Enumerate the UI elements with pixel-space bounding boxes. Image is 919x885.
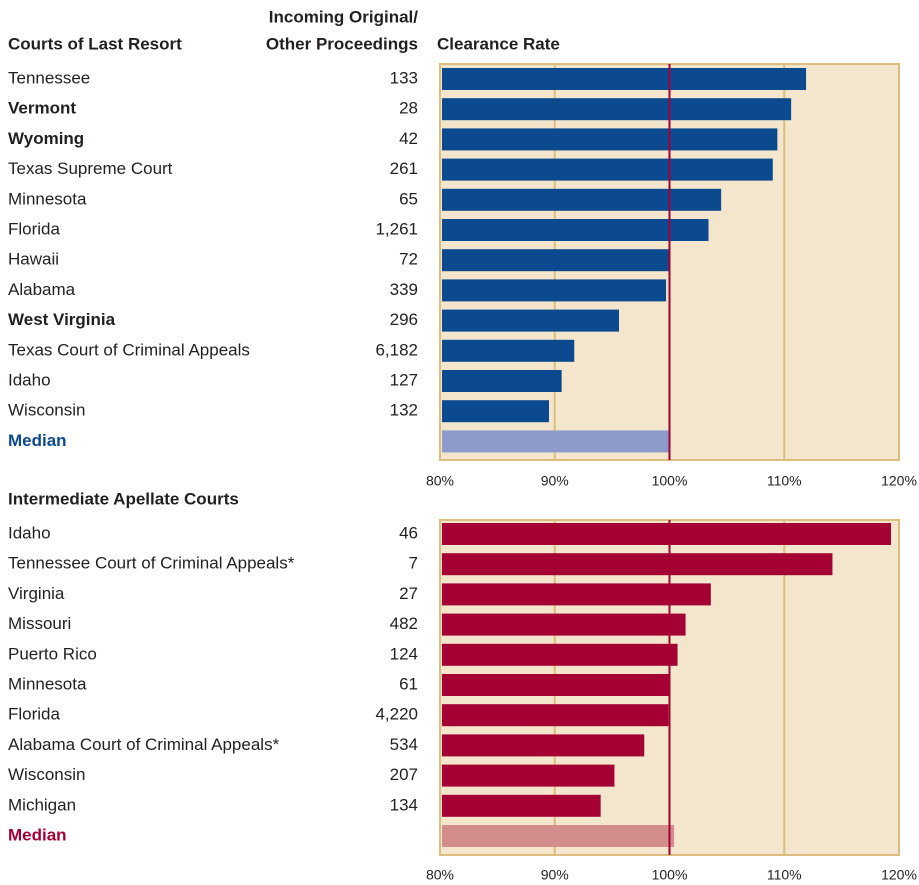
count-cell: 4,220 <box>375 705 418 724</box>
x-tick-label: 120% <box>881 867 917 883</box>
x-tick-label: 110% <box>767 473 802 489</box>
bar <box>442 674 670 696</box>
count-cell: 27 <box>399 584 418 603</box>
row-label: Michigan <box>8 795 76 814</box>
count-cell: 1,261 <box>375 219 418 238</box>
bar <box>442 128 778 151</box>
bar <box>442 370 562 392</box>
row-label: Missouri <box>8 614 71 633</box>
row-label: Texas Supreme Court <box>8 159 173 178</box>
row-label: Florida <box>8 219 61 238</box>
x-tick-label: 100% <box>652 867 688 883</box>
bar <box>442 309 620 332</box>
row-label: Florida <box>8 705 61 724</box>
bar <box>442 794 601 817</box>
count-cell: 134 <box>390 795 418 814</box>
section-title: Courts of Last Resort <box>8 34 182 53</box>
row-label: Hawaii <box>8 250 59 269</box>
count-cell: 65 <box>399 189 418 208</box>
bar <box>442 158 773 181</box>
section-title: Intermediate Apellate Courts <box>8 489 239 508</box>
row-label: Wyoming <box>8 129 84 148</box>
row-label: Texas Court of Criminal Appeals <box>8 340 250 359</box>
bar <box>442 98 792 121</box>
bar <box>442 704 669 727</box>
count-cell: 207 <box>390 765 418 784</box>
bar <box>442 643 678 666</box>
count-cell: 296 <box>390 310 418 329</box>
count-cell: 132 <box>390 401 418 420</box>
x-tick-label: 90% <box>541 473 569 489</box>
x-tick-label: 120% <box>881 473 917 489</box>
bar <box>442 764 615 787</box>
median-bar <box>442 430 670 453</box>
bar <box>442 188 722 211</box>
count-cell: 6,182 <box>375 340 418 359</box>
bar <box>442 279 667 302</box>
median-label: Median <box>8 431 67 450</box>
count-cell: 339 <box>390 280 418 299</box>
count-cell: 534 <box>390 735 418 754</box>
count-cell: 28 <box>399 99 418 118</box>
row-label: Virginia <box>8 584 65 603</box>
row-label: Vermont <box>8 99 76 118</box>
count-cell: 127 <box>390 370 418 389</box>
bar <box>442 553 833 576</box>
count-cell: 46 <box>399 523 418 542</box>
bar <box>442 613 686 636</box>
x-tick-label: 80% <box>426 473 454 489</box>
median-label: Median <box>8 825 67 844</box>
bar <box>442 400 550 423</box>
count-cell: 7 <box>409 554 418 573</box>
x-tick-label: 100% <box>652 473 688 489</box>
bar <box>442 249 670 272</box>
x-tick-label: 90% <box>541 867 569 883</box>
row-label: Alabama <box>8 280 76 299</box>
x-axis-label: Clearance Rate <box>437 34 560 53</box>
count-cell: 482 <box>390 614 418 633</box>
count-cell: 124 <box>390 644 418 663</box>
row-label: Wisconsin <box>8 765 85 784</box>
row-label: Minnesota <box>8 674 87 693</box>
row-label: Idaho <box>8 370 51 389</box>
bar <box>442 68 807 90</box>
row-label: Idaho <box>8 523 51 542</box>
count-cell: 61 <box>399 674 418 693</box>
x-tick-label: 110% <box>767 867 802 883</box>
count-cell: 72 <box>399 250 418 269</box>
count-cell: 42 <box>399 129 418 148</box>
x-tick-label: 80% <box>426 867 454 883</box>
row-label: Minnesota <box>8 189 87 208</box>
row-label: West Virginia <box>8 310 116 329</box>
bar <box>442 339 575 362</box>
row-label: Wisconsin <box>8 401 85 420</box>
bar <box>442 734 645 757</box>
bar <box>442 523 891 545</box>
row-label: Tennessee Court of Criminal Appeals* <box>8 554 295 573</box>
count-cell: 261 <box>390 159 418 178</box>
row-label: Puerto Rico <box>8 644 97 663</box>
column-header: Incoming Original/ <box>269 7 419 26</box>
median-bar <box>442 825 675 847</box>
row-label: Alabama Court of Criminal Appeals* <box>8 735 280 754</box>
bar <box>442 219 709 241</box>
count-cell: 133 <box>390 68 418 87</box>
row-label: Tennessee <box>8 68 90 87</box>
column-header: Other Proceedings <box>266 34 418 53</box>
bar <box>442 583 711 606</box>
